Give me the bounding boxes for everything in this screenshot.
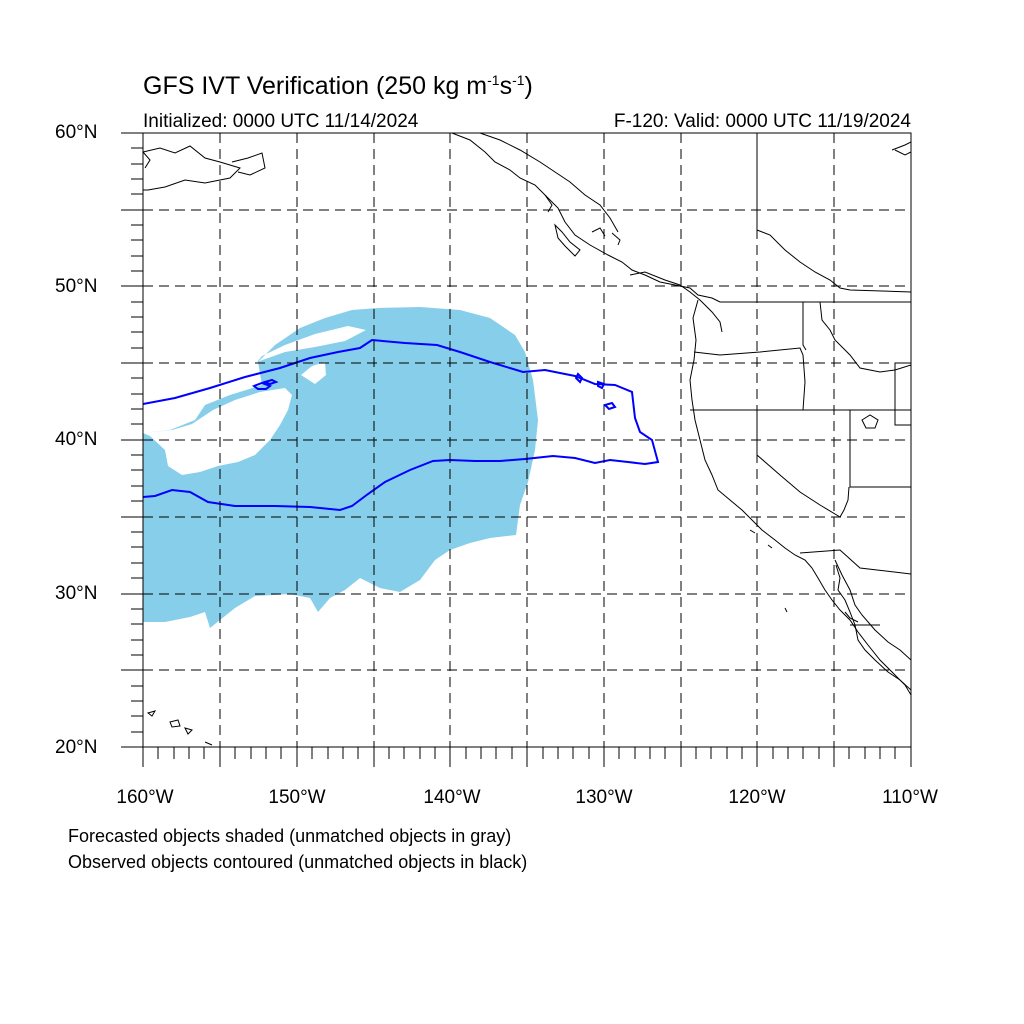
valid-time-label: F-120: Valid: 0000 UTC 11/19/2024	[613, 111, 911, 132]
lon-label-140w: 140°W	[423, 787, 481, 808]
lat-label-50n: 50°N	[55, 276, 98, 297]
lat-label-60n: 60°N	[55, 122, 98, 143]
lon-label-130w: 130°W	[575, 787, 633, 808]
observed-object-contour	[143, 338, 660, 512]
lat-label-20n: 20°N	[55, 737, 98, 758]
lon-label-120w: 120°W	[728, 787, 786, 808]
forecast-object-shading	[143, 307, 538, 628]
chart-title: GFS IVT Verification (250 kg m-1s-1)	[143, 72, 533, 100]
lat-label-40n: 40°N	[55, 429, 98, 450]
graticule	[143, 133, 911, 747]
legend-forecast-note: Forecasted objects shaded (unmatched obj…	[68, 826, 512, 846]
lat-label-30n: 30°N	[55, 583, 98, 604]
legend-observed-note: Observed objects contoured (unmatched ob…	[68, 852, 528, 872]
initialized-label: Initialized: 0000 UTC 11/14/2024	[143, 111, 419, 132]
lon-label-150w: 150°W	[268, 787, 326, 808]
lon-label-110w: 110°W	[882, 787, 938, 808]
coastlines	[143, 133, 911, 746]
lon-label-160w: 160°W	[116, 787, 174, 808]
axis-ticks	[121, 132, 912, 767]
state-borders	[690, 133, 911, 626]
